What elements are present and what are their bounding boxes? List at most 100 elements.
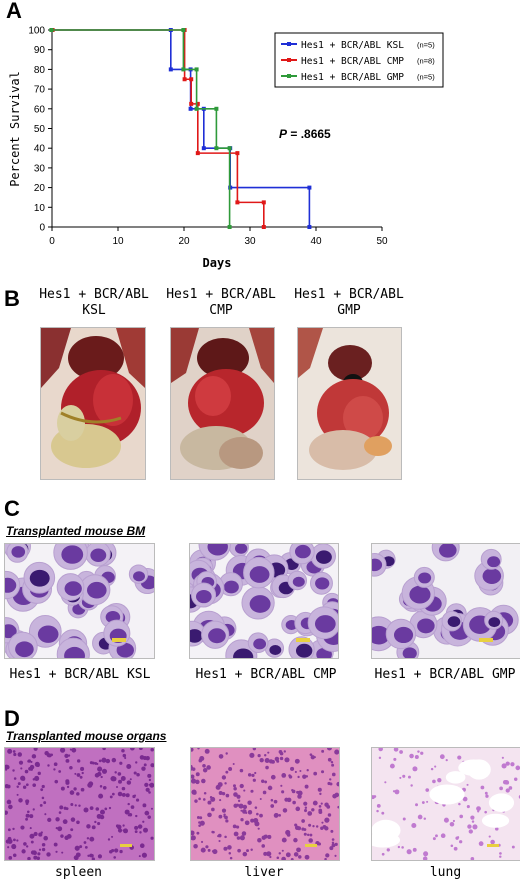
legend-marker — [287, 74, 291, 78]
panel-d-subtitle: Transplanted mouse organs — [6, 729, 167, 743]
x-axis-label: Days — [203, 256, 232, 270]
data-point — [49, 28, 54, 32]
panel-c-subtitle: Transplanted mouse BM — [6, 524, 146, 538]
x-tick-label: 0 — [49, 236, 55, 247]
panel-c-caption-gmp: Hes1 + BCR/ABL GMP — [374, 667, 516, 682]
histology-liver — [190, 747, 340, 861]
data-point — [181, 28, 186, 32]
legend-n: (n=8) — [417, 57, 435, 66]
bm-smear-gmp — [371, 543, 520, 659]
x-tick-label: 40 — [310, 236, 322, 247]
histology-spleen-image — [5, 748, 154, 860]
y-tick-label: 80 — [34, 65, 46, 76]
mouse-photo-ksl — [40, 327, 146, 480]
data-point — [188, 106, 193, 111]
legend-n: (n=5) — [417, 73, 435, 82]
y-tick-label: 10 — [34, 203, 46, 214]
panel-d-letter: D — [4, 706, 20, 731]
survival-chart: 0 10 20 30 40 50 60 70 80 90 100 0 10 20 30 40 50 Hes1 +… — [8, 26, 444, 270]
x-tick-label: 50 — [376, 236, 388, 247]
data-point — [227, 225, 232, 229]
panel-b-caption-ksl: Hes1 + BCR/ABL KSL — [38, 287, 150, 319]
mouse-photo-cmp — [170, 327, 275, 480]
data-point — [201, 146, 206, 151]
mouse-photo-cmp-image — [171, 328, 274, 479]
panel-c-letter: C — [4, 496, 20, 521]
p-value-annotation: P = .8665 — [279, 127, 331, 141]
caption-line: CMP — [209, 303, 233, 318]
panel-d-caption-liver: liver — [244, 865, 284, 880]
series-line — [52, 29, 311, 227]
legend-box — [274, 32, 444, 88]
data-point — [168, 67, 173, 72]
data-point — [261, 225, 266, 229]
histology-lung-image — [372, 748, 520, 860]
data-point — [307, 225, 312, 229]
p-value-number: = .8665 — [287, 127, 331, 141]
x-tick-label: 20 — [178, 236, 190, 247]
histology-liver-image — [191, 748, 339, 860]
x-tick-label: 10 — [112, 236, 124, 247]
panel-b-caption-gmp: Hes1 + BCR/ABL GMP — [293, 287, 405, 319]
data-point — [195, 151, 200, 156]
chart-ticks: 0 10 20 30 40 50 60 70 80 90 100 0 10 20 30 40 50 — [28, 26, 388, 248]
data-point — [307, 185, 312, 190]
data-point — [182, 77, 187, 82]
histology-lung — [371, 747, 520, 861]
panel-c-caption-ksl: Hes1 + BCR/ABL KSL — [9, 667, 151, 682]
caption-line: Hes1 + BCR/ABL — [166, 287, 276, 302]
caption-line: GMP — [337, 303, 361, 318]
panel-b-caption-cmp: Hes1 + BCR/ABL CMP — [165, 287, 277, 319]
legend-label: Hes1 + BCR/ABL KSL — [301, 40, 404, 51]
caption-line: Hes1 + BCR/ABL — [294, 287, 404, 302]
bm-smear-ksl-image — [5, 544, 154, 658]
y-tick-label: 40 — [34, 144, 46, 155]
x-tick-label: 30 — [244, 236, 256, 247]
y-tick-label: 90 — [34, 45, 46, 56]
y-tick-label: 20 — [34, 183, 46, 194]
bm-smear-gmp-image — [372, 544, 520, 658]
caption-line: KSL — [82, 303, 106, 318]
panel-c-caption-cmp: Hes1 + BCR/ABL CMP — [195, 667, 337, 682]
legend-n: (n=5) — [417, 41, 435, 50]
data-point — [195, 101, 200, 106]
data-point — [235, 151, 240, 156]
data-point — [214, 106, 219, 111]
data-point — [235, 200, 240, 205]
panel-d-caption-lung: lung — [429, 865, 462, 880]
histology-spleen — [4, 747, 155, 861]
bm-smear-cmp-image — [190, 544, 338, 658]
legend-marker — [287, 58, 291, 62]
chart-legend: Hes1 + BCR/ABL KSL (n=5) Hes1 + BCR/ABL CM… — [274, 32, 444, 88]
data-point — [189, 77, 194, 82]
caption-line: Hes1 + BCR/ABL — [39, 287, 149, 302]
panel-d-caption-spleen: spleen — [55, 865, 102, 880]
data-point — [194, 106, 199, 111]
mouse-photo-gmp — [297, 327, 402, 480]
series-line — [52, 29, 265, 227]
y-tick-label: 60 — [34, 104, 46, 115]
series-line — [51, 29, 231, 227]
data-point — [194, 67, 199, 72]
y-tick-label: 50 — [34, 124, 46, 135]
data-point — [214, 146, 219, 151]
legend-label: Hes1 + BCR/ABL GMP — [301, 72, 404, 83]
bm-smear-ksl — [4, 543, 155, 659]
mouse-photo-gmp-image — [298, 328, 401, 479]
legend-marker — [287, 42, 291, 46]
y-tick-label: 30 — [34, 163, 46, 174]
legend-label: Hes1 + BCR/ABL CMP — [301, 56, 404, 67]
panel-b-letter: B — [4, 286, 20, 311]
data-point — [227, 146, 232, 151]
bm-smear-cmp — [189, 543, 339, 659]
y-axis-label: Percent Survival — [8, 71, 22, 187]
y-tick-label: 0 — [39, 223, 45, 234]
y-tick-label: 100 — [28, 26, 45, 37]
p-value-symbol: P — [279, 127, 288, 141]
chart-series — [49, 28, 312, 229]
panel-a-letter: A — [6, 0, 22, 23]
data-point — [181, 67, 186, 72]
data-point — [261, 200, 266, 205]
data-point — [189, 101, 194, 106]
y-tick-label: 70 — [34, 85, 46, 96]
